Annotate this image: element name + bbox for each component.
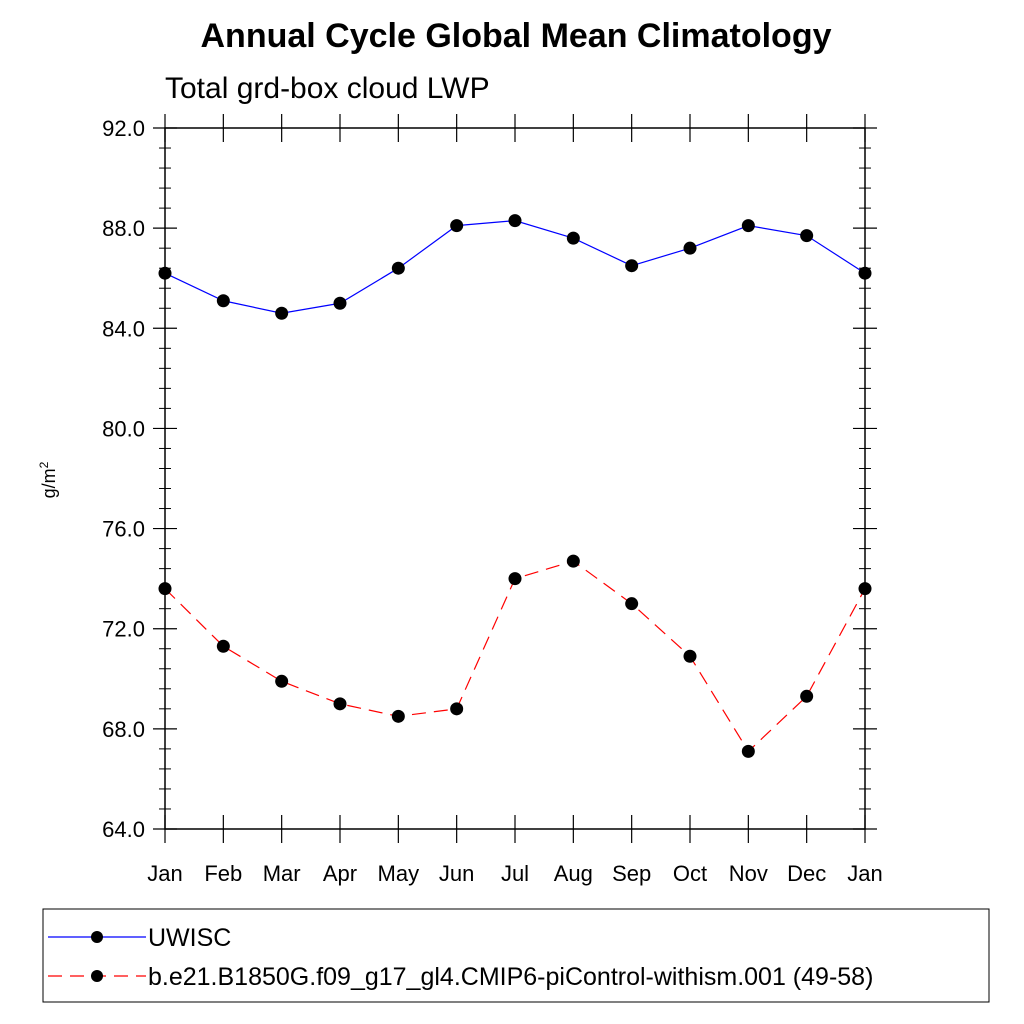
- data-point: [800, 229, 814, 243]
- x-tick-label: May: [378, 861, 420, 886]
- x-tick-label: Aug: [554, 861, 593, 886]
- data-point: [741, 744, 755, 758]
- data-point: [683, 241, 697, 255]
- data-point: [625, 259, 639, 273]
- x-tick-label: Nov: [729, 861, 768, 886]
- y-tick-label: 76.0: [102, 517, 145, 542]
- legend-marker-0: [91, 931, 103, 943]
- y-tick-labels: 64.0 68.0 72.0 76.0 80.0 84.0 88.0 92.0: [102, 116, 145, 842]
- data-point: [158, 266, 172, 280]
- legend: UWISC b.e21.B1850G.f09_g17_gl4.CMIP6-piCo…: [48, 924, 873, 991]
- data-point: [508, 572, 522, 586]
- x-tick-label: Jun: [439, 861, 474, 886]
- x-tick-label: Jan: [847, 861, 882, 886]
- x-tick-label: Dec: [787, 861, 826, 886]
- data-point: [333, 697, 347, 711]
- x-tick-labels: Jan Feb Mar Apr May Jun Jul Aug Sep Oct Nov Dec Jan: [147, 861, 882, 886]
- y-tick-label: 84.0: [102, 316, 145, 341]
- y-axis-label: g/m2: [37, 461, 59, 498]
- chart-subtitle: Total grd-box cloud LWP: [165, 72, 490, 105]
- data-point: [741, 219, 755, 233]
- y-tick-label: 68.0: [102, 717, 145, 742]
- data-point: [625, 597, 639, 611]
- y-tick-label: 92.0: [102, 116, 145, 141]
- legend-box: [42, 908, 990, 1003]
- data-point: [333, 296, 347, 310]
- data-point: [216, 639, 230, 653]
- legend-label-1: b.e21.B1850G.f09_g17_gl4.CMIP6-piControl…: [148, 963, 873, 991]
- plot-area: [164, 127, 866, 830]
- data-point: [450, 702, 464, 716]
- data-point: [216, 294, 230, 308]
- x-tick-label: Feb: [204, 861, 242, 886]
- y-tick-label: 72.0: [102, 617, 145, 642]
- data-point: [858, 582, 872, 596]
- data-point: [158, 582, 172, 596]
- data-point: [391, 261, 405, 275]
- x-tick-label: Mar: [263, 861, 301, 886]
- data-point: [800, 689, 814, 703]
- chart-title: Annual Cycle Global Mean Climatology: [201, 17, 832, 55]
- x-tick-label: Oct: [673, 861, 707, 886]
- series-line-0: [164, 220, 866, 314]
- y-tick-label: 88.0: [102, 216, 145, 241]
- legend-label-0: UWISC: [148, 924, 231, 952]
- x-tick-label: Sep: [612, 861, 651, 886]
- x-tick-label: Jan: [147, 861, 182, 886]
- x-tick-label: Jul: [501, 861, 529, 886]
- data-point: [683, 649, 697, 663]
- data-point: [450, 219, 464, 233]
- data-point: [275, 306, 289, 320]
- x-tick-label: Apr: [323, 861, 357, 886]
- data-point: [508, 214, 522, 228]
- data-point: [858, 266, 872, 280]
- series-layer: [158, 214, 872, 758]
- data-point: [391, 709, 405, 723]
- data-point: [566, 554, 580, 568]
- y-tick-label: 80.0: [102, 416, 145, 441]
- axis-ticks: [153, 114, 877, 843]
- series-line-1: [164, 560, 866, 753]
- legend-marker-1: [91, 970, 103, 982]
- data-point: [566, 231, 580, 245]
- y-tick-label: 64.0: [102, 817, 145, 842]
- data-point: [275, 674, 289, 688]
